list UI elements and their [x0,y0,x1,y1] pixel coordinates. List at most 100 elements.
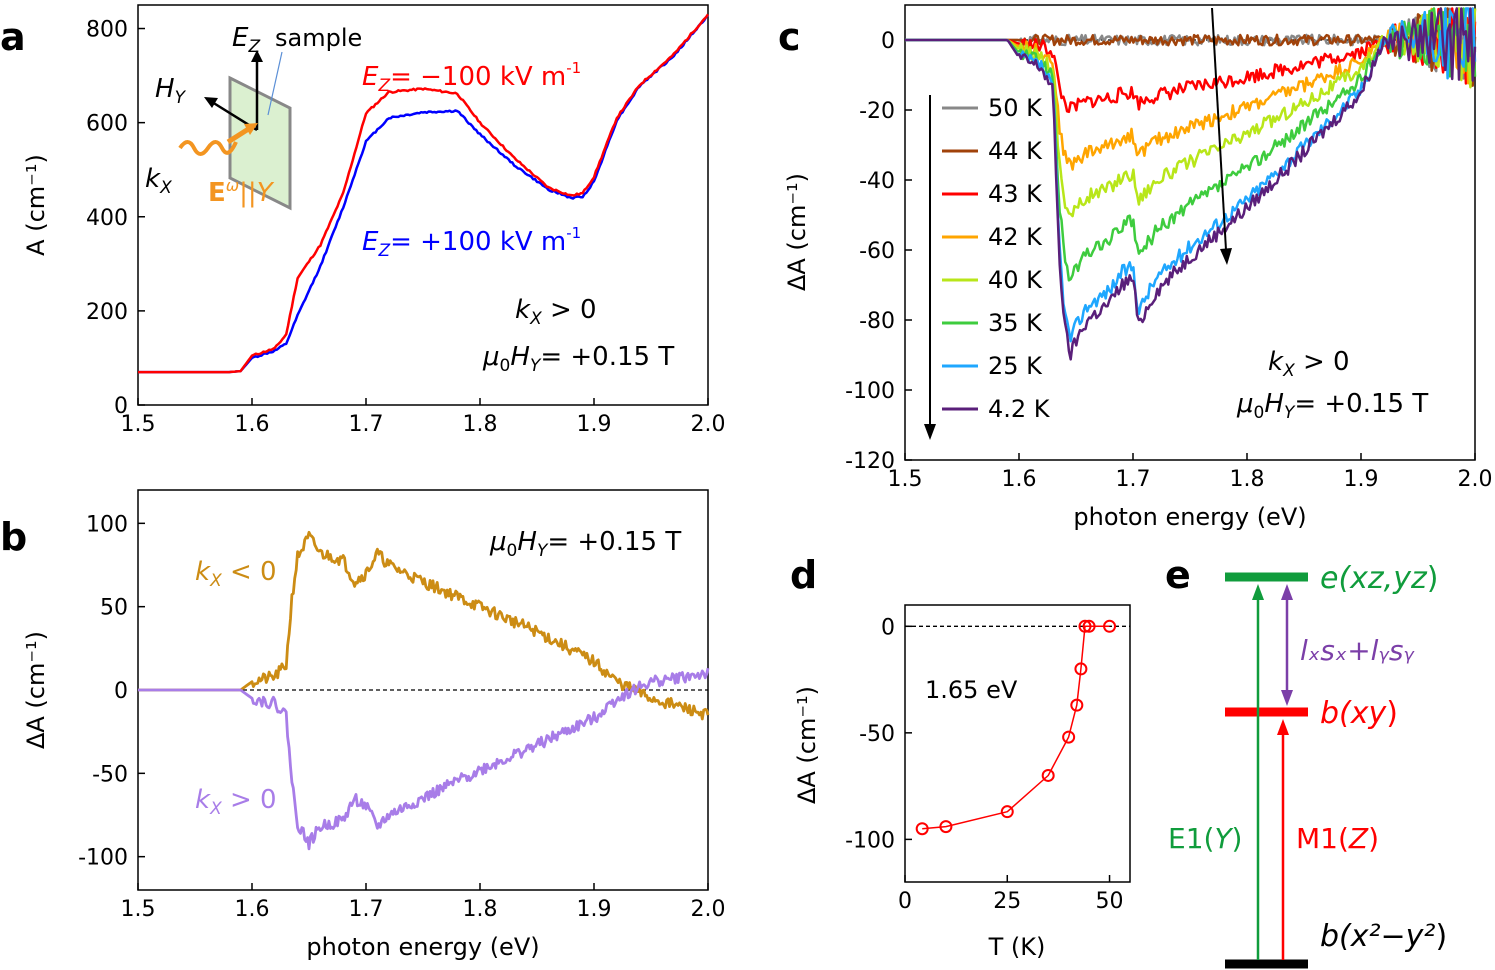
level-bxy-post: ) [1386,696,1398,731]
svg-text:kX: kX [145,164,172,198]
panel-label-d: d [790,553,817,597]
d-energy-label: 1.65 eV [925,676,1018,704]
b-hy-sub: Y [537,541,549,561]
m1-post: ) [1368,822,1379,855]
b-xtick-label: 1.5 [121,897,156,922]
red-ez-sub: Z [377,76,390,96]
kx-label: k [145,164,161,194]
level-e-pre: e( [1320,561,1351,596]
a-kx-cond: > 0 [542,295,597,325]
c-xtick-label: 1.8 [1230,467,1265,492]
c-legend-label: 42 K [988,223,1043,251]
panel-d-plot: 0 25 50 -100 -50 0 ΔA (cm⁻¹) T (K) 1.65 eV [793,604,1131,961]
m1-arrowhead [1277,719,1289,735]
b-kxneg-cond: < 0 [222,557,277,587]
b-xtick-label: 1.6 [235,897,270,922]
b-ytick-label: -50 [92,762,128,787]
soc-arrowhead-up [1281,584,1293,600]
a-kx-sub: X [529,309,542,329]
a-series-line-0 [138,13,710,374]
a-ytick-label: 400 [86,206,128,231]
panel-label-e: e [1165,553,1191,597]
a-kx-label: k [515,295,531,325]
panel-c-xlabel: photon energy (eV) [1073,503,1306,531]
a-xtick-label: 2.0 [691,412,726,437]
b-xtick-label: 1.8 [463,897,498,922]
sample-plane [228,75,292,211]
svg-text:M1(Z): M1(Z) [1296,822,1379,855]
svg-text:E1(Y): E1(Y) [1168,822,1242,855]
b-xtick-label: 1.9 [577,897,612,922]
panel-b-plot: 1.5 1.6 1.7 1.8 1.9 2.0 -100 -50 0 50 100 ΔA (cm⁻¹… [22,489,726,961]
b-ytick-label: 0 [114,679,128,704]
a-ytick-label: 800 [86,18,128,43]
a-hy-sub: Y [530,356,542,376]
e-omega-label: E [208,178,226,208]
e1-pre: E1( [1168,822,1214,855]
c-xtick-label: 1.6 [1002,467,1037,492]
a-mu-label: μ [482,342,500,372]
panel-d-frame [904,604,1131,883]
svg-text:HY: HY [155,74,187,108]
c-field-label: = +0.15 T [1294,389,1428,419]
panel-e-diagram: e(xz,yz) b(xy) b(x²−y²) lₓsₓ+lᵧsᵧ E1(Y) … [1168,561,1447,969]
c-series-line-7 [905,7,1477,361]
c-legend-label: 50 K [988,94,1043,122]
level-bx2-post: ) [1435,919,1447,954]
c-arrowhead-left [924,424,936,440]
panel-a-frame [137,4,709,406]
level-bx2-pre: b( [1320,919,1352,954]
c-ytick-label: -100 [845,379,895,404]
svg-text:kX < 0: kX < 0 [195,557,277,591]
a-field-label: = +0.15 T [540,342,674,372]
ez-arrowhead [251,50,263,62]
c-kx-cond: > 0 [1295,347,1350,377]
svg-text:kX > 0: kX > 0 [1268,347,1350,381]
d-data-point [1078,619,1092,633]
panel-d-ylabel: ΔA (cm⁻¹) [793,686,821,804]
c-xtick-label: 1.9 [1344,467,1379,492]
a-ytick-label: 600 [86,112,128,137]
kx-arrowhead [244,123,258,135]
d-data-point [1070,698,1084,712]
blue-ez-sub: Z [377,241,390,261]
panel-b-xlabel: photon energy (eV) [306,933,539,961]
d-data-point [1062,730,1076,744]
panel-c-plot: 1.5 1.6 1.7 1.8 1.9 2.0-120-100-80-60-40-200 … [783,4,1493,531]
panel-c-frame [904,4,1476,461]
b-kxpos-k: k [195,785,211,815]
d-xtick-label: 0 [898,889,912,914]
hy-label: H [155,74,175,104]
panel-a-inset-schematic: EZ sample HY kX Eω||Y [145,23,362,211]
hy-arrowhead [204,97,218,108]
panel-c-ylabel: ΔA (cm⁻¹) [783,173,811,291]
svg-text:e(xz,yz): e(xz,yz) [1320,561,1438,596]
b-xtick-label: 1.7 [349,897,384,922]
b-series-line-1 [138,667,710,851]
c-ytick-label: -80 [859,309,895,334]
m1-pre: M1( [1296,822,1349,855]
b-ytick-label: 100 [86,512,128,537]
b-ytick-label: 50 [100,596,128,621]
sample-label: sample [275,24,362,52]
svg-text:μ0HY= +0.15 T: μ0HY= +0.15 T [482,342,674,376]
b-mu-label: μ [489,527,507,557]
c-ytick-label: -20 [859,99,895,124]
a-ytick-label: 0 [114,394,128,419]
c-legend-label: 25 K [988,352,1043,380]
kx-sub: X [159,178,172,198]
c-legend-label: 43 K [988,180,1043,208]
soc-arrowhead-down [1281,690,1293,706]
b-kxpos-sub: X [209,799,222,819]
b-xtick-label: 2.0 [691,897,726,922]
c-xtick-label: 1.5 [888,467,923,492]
e-omega-tail: ||Y [239,178,275,208]
c-legend-label: 4.2 K [988,395,1051,423]
soc-label: lₓsₓ+lᵧsᵧ [1300,634,1415,667]
c-arrowhead-right [1220,248,1232,265]
c-mu-label: μ [1236,389,1254,419]
a-xtick-label: 1.7 [349,412,384,437]
a-xtick-label: 1.9 [577,412,612,437]
c-mu-sub: 0 [1254,403,1265,423]
